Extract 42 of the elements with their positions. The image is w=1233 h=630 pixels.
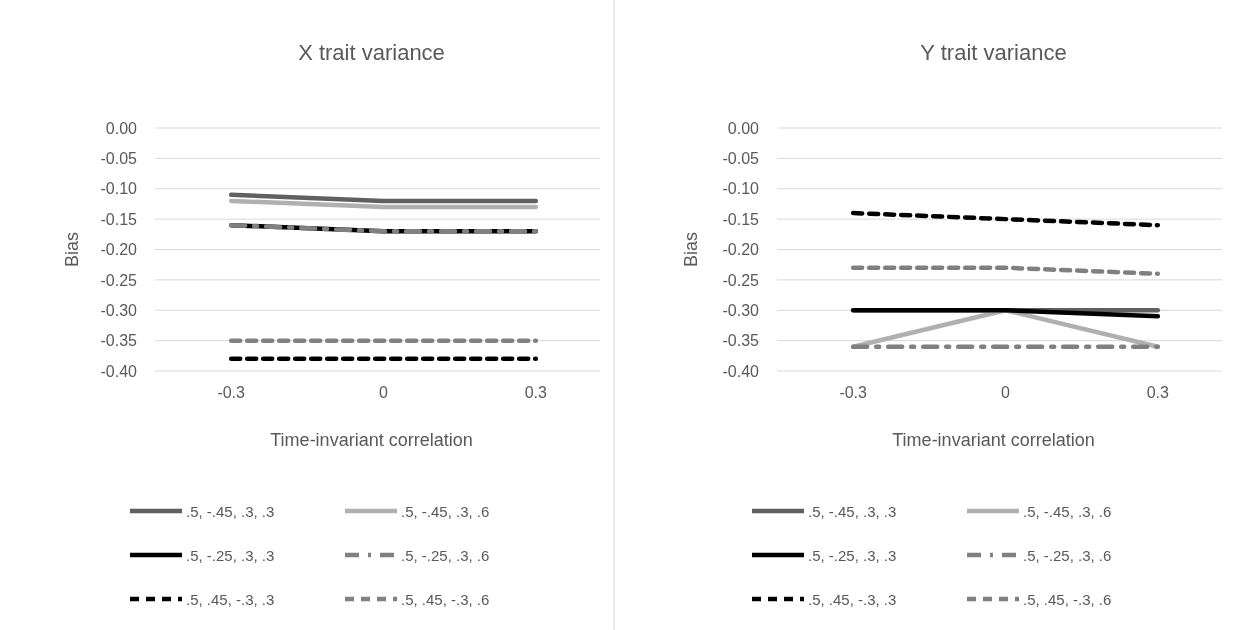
y-tick-label: -0.35 — [100, 332, 138, 350]
y-tick-label: -0.40 — [100, 362, 138, 380]
y-tick-label: -0.10 — [100, 180, 138, 198]
y-tick-label: -0.25 — [722, 271, 760, 289]
y-tick-label: -0.40 — [722, 362, 760, 380]
legend-label: .5, .45, -.3, .3 — [186, 591, 275, 608]
x-axis-title: Time-invariant correlation — [892, 430, 1095, 450]
y-tick-label: -0.05 — [722, 149, 760, 167]
legend-label: .5, -.25, .3, .6 — [1023, 547, 1112, 564]
legend-label: .5, .45, -.3, .6 — [1023, 591, 1112, 608]
y-tick-label: -0.20 — [722, 241, 760, 259]
legend-label: .5, -.45, .3, .6 — [401, 503, 490, 520]
y-tick-label: -0.15 — [100, 210, 138, 228]
y-tick-label: -0.10 — [722, 180, 760, 198]
y-tick-label: -0.35 — [722, 332, 760, 350]
x-tick-label: -0.3 — [839, 384, 868, 402]
y-tick-label: -0.20 — [100, 241, 138, 259]
legend-label: .5, -.45, .3, .3 — [186, 503, 275, 520]
y-tick-label: -0.30 — [722, 301, 760, 319]
legend-label: .5, .45, -.3, .3 — [808, 591, 897, 608]
x-tick-label: 0 — [1001, 384, 1011, 402]
legend-label: .5, -.45, .3, .3 — [808, 503, 897, 520]
legend-label: .5, -.45, .3, .6 — [1023, 503, 1112, 520]
x-axis-title: Time-invariant correlation — [270, 430, 473, 450]
y-tick-label: -0.15 — [722, 210, 760, 228]
chart-title: X trait variance — [298, 40, 445, 65]
y-tick-label: -0.30 — [100, 301, 138, 319]
y-tick-label: 0.00 — [105, 119, 138, 137]
chart-title: Y trait variance — [920, 40, 1067, 65]
y-axis-title: Bias — [681, 231, 701, 268]
y-axis-title: Bias — [62, 231, 82, 268]
x-tick-label: 0 — [379, 384, 389, 402]
y-tick-label: -0.05 — [100, 149, 138, 167]
legend-label: .5, -.25, .3, .3 — [186, 547, 275, 564]
legend-label: .5, -.25, .3, .6 — [401, 547, 490, 564]
legend-label: .5, -.25, .3, .3 — [808, 547, 897, 564]
x-tick-label: 0.3 — [1146, 384, 1170, 402]
y-tick-label: 0.00 — [727, 119, 760, 137]
y-tick-label: -0.25 — [100, 271, 138, 289]
x-tick-label: -0.3 — [217, 384, 246, 402]
x-tick-label: 0.3 — [524, 384, 548, 402]
legend-label: .5, .45, -.3, .6 — [401, 591, 490, 608]
